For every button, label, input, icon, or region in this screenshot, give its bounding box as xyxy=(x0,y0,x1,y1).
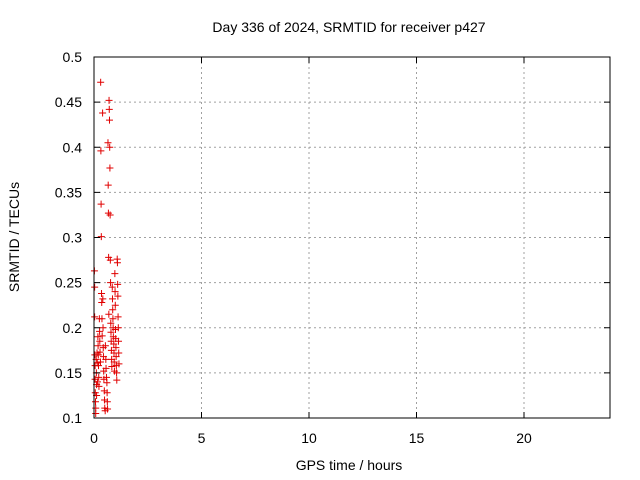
data-point xyxy=(93,349,101,357)
data-point xyxy=(114,292,122,300)
ticks-layer: 0 5 10 15 20 0.1 0.15 0.2 0.25 0.3 0.35 0.4 0.45 0.5 xyxy=(55,49,610,446)
data-point xyxy=(97,233,105,241)
data-point xyxy=(107,319,115,327)
data-point xyxy=(103,398,111,406)
data-point xyxy=(91,313,99,321)
data-point xyxy=(98,332,106,340)
x-axis-label: GPS time / hours xyxy=(296,457,403,473)
data-point xyxy=(92,409,100,417)
data-point xyxy=(114,324,122,332)
data-point xyxy=(99,324,107,332)
x-tick-label: 15 xyxy=(409,430,425,446)
data-point xyxy=(94,333,102,341)
data-point xyxy=(115,360,123,368)
data-point xyxy=(110,358,118,366)
data-point xyxy=(92,398,100,406)
x-tick-label: 0 xyxy=(90,430,98,446)
data-point xyxy=(113,259,121,267)
data-point xyxy=(93,378,101,386)
data-point xyxy=(105,105,113,113)
data-point xyxy=(112,353,120,361)
data-point xyxy=(106,256,114,264)
data-point xyxy=(103,389,111,397)
y-tick-label: 0.15 xyxy=(55,365,82,381)
data-point xyxy=(105,310,113,318)
data-point xyxy=(95,373,103,381)
data-point xyxy=(99,295,107,303)
data-point xyxy=(108,283,116,291)
data-point xyxy=(106,211,114,219)
plot-frame xyxy=(93,56,611,419)
data-point xyxy=(110,340,118,348)
data-point xyxy=(96,348,104,356)
data-point xyxy=(96,327,104,335)
data-point xyxy=(104,405,112,413)
data-point xyxy=(107,328,115,336)
data-point xyxy=(106,143,114,151)
data-point xyxy=(111,301,119,309)
grid-layer xyxy=(94,57,610,418)
data-point xyxy=(96,337,104,345)
data-point xyxy=(95,362,103,370)
data-point xyxy=(104,209,112,217)
data-point xyxy=(105,96,113,104)
data-point xyxy=(115,337,123,345)
data-point xyxy=(95,382,103,390)
data-point xyxy=(111,288,119,296)
x-tick-label: 20 xyxy=(516,430,532,446)
data-point xyxy=(94,342,102,350)
y-tick-label: 0.25 xyxy=(55,275,82,291)
points-layer xyxy=(90,78,123,417)
data-point xyxy=(103,379,111,387)
data-point xyxy=(97,200,105,208)
data-point xyxy=(107,279,115,287)
data-point xyxy=(104,139,112,147)
y-tick-label: 0.3 xyxy=(63,230,83,246)
data-point xyxy=(113,376,121,384)
y-tick-label: 0.5 xyxy=(63,49,83,65)
data-point xyxy=(99,109,107,117)
data-point xyxy=(108,363,116,371)
data-point xyxy=(97,147,105,155)
y-tick-label: 0.1 xyxy=(63,410,83,426)
data-point xyxy=(114,313,122,321)
data-point xyxy=(96,358,104,366)
chart-title: Day 336 of 2024, SRMTID for receiver p42… xyxy=(212,19,485,35)
y-tick-label: 0.2 xyxy=(63,320,83,336)
x-tick-label: 5 xyxy=(198,430,206,446)
data-point xyxy=(111,270,119,278)
y-tick-label: 0.4 xyxy=(63,139,83,155)
data-point xyxy=(114,280,122,288)
y-tick-label: 0.45 xyxy=(55,94,82,110)
data-point xyxy=(101,342,109,350)
data-point xyxy=(112,344,120,352)
data-point xyxy=(106,164,114,172)
data-point xyxy=(109,306,117,314)
data-point xyxy=(91,283,99,291)
y-axis-label: SRMTID / TECUs xyxy=(6,182,22,292)
data-point xyxy=(104,181,112,189)
data-point xyxy=(102,364,110,372)
data-point xyxy=(98,289,106,297)
data-point xyxy=(109,315,117,323)
y-tick-label: 0.35 xyxy=(55,184,82,200)
data-point xyxy=(98,298,106,306)
data-point xyxy=(115,349,123,357)
data-point xyxy=(108,295,116,303)
data-point xyxy=(105,116,113,124)
data-point xyxy=(97,78,105,86)
data-point xyxy=(98,315,106,323)
x-tick-label: 10 xyxy=(301,430,317,446)
data-point xyxy=(113,369,121,377)
